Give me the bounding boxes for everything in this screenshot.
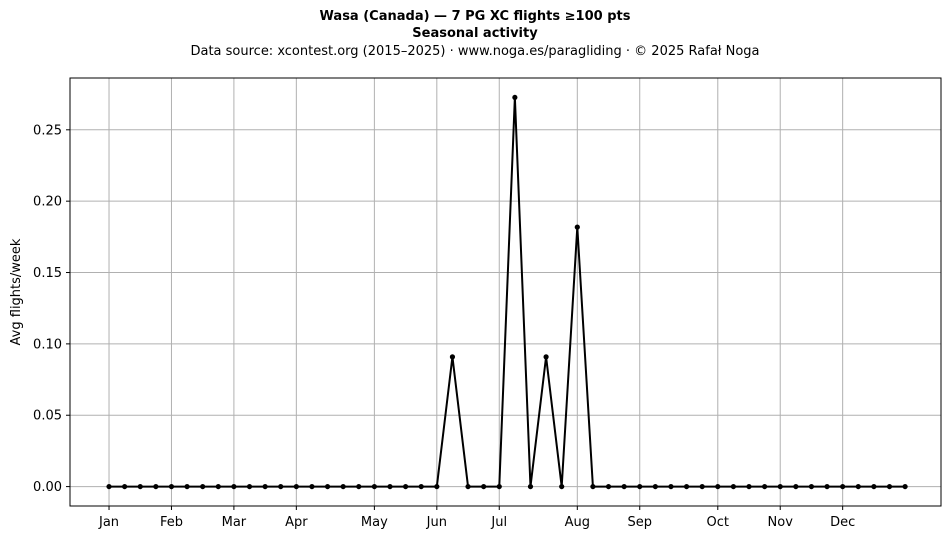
chart-subtitle: Seasonal activity: [412, 26, 538, 41]
data-point: [855, 483, 861, 490]
data-point: [527, 483, 534, 490]
data-point: [559, 483, 565, 490]
data-point: [403, 483, 409, 490]
data-point: [106, 483, 112, 490]
x-tick-label: Mar: [222, 515, 247, 530]
data-point: [371, 483, 377, 490]
x-axis: Jan Feb Mar Apr May Jun Jul Aug Sep Oct Nov Dec: [98, 506, 855, 530]
data-point: [715, 483, 721, 490]
data-point: [668, 483, 674, 490]
data-point: [387, 483, 393, 490]
y-tick-label: 0.10: [33, 337, 62, 352]
series-line: [109, 97, 906, 488]
data-point: [543, 354, 549, 360]
y-tick-label: 0.05: [33, 409, 62, 424]
y-tick-label: 0.15: [33, 266, 62, 281]
x-tick-label: Dec: [830, 515, 855, 530]
data-point: [184, 483, 190, 490]
series-line-group: [106, 94, 908, 490]
x-tick-label: Jan: [98, 515, 119, 530]
y-axis-label: Avg flights/week: [9, 238, 24, 345]
x-tick-label: May: [361, 515, 388, 530]
data-point: [231, 483, 237, 490]
data-point: [871, 483, 877, 490]
data-point: [590, 483, 596, 490]
data-point: [246, 483, 253, 490]
y-tick-label: 0.00: [33, 480, 62, 495]
data-point: [683, 483, 690, 490]
data-point: [902, 483, 908, 490]
data-point: [122, 483, 128, 490]
data-point: [730, 483, 736, 490]
y-axis: 0.00 0.05 0.10 0.15 0.20 0.25: [33, 123, 70, 495]
data-point: [137, 483, 143, 490]
data-point: [808, 483, 815, 490]
data-point: [496, 483, 502, 490]
data-point: [434, 483, 440, 490]
chart-source-note: Data source: xcontest.org (2015–2025) · …: [190, 44, 760, 59]
data-point: [886, 483, 893, 490]
data-point: [418, 483, 424, 490]
data-point: [465, 483, 471, 490]
x-tick-label: Aug: [565, 515, 590, 530]
data-point: [605, 483, 612, 490]
data-point: [574, 224, 580, 230]
data-point: [699, 483, 705, 490]
x-tick-label: Feb: [160, 515, 183, 530]
y-tick-label: 0.25: [33, 123, 62, 138]
data-point: [293, 483, 299, 490]
x-tick-label: Jun: [426, 515, 447, 530]
data-point: [356, 483, 362, 490]
x-tick-label: Sep: [627, 515, 652, 530]
x-tick-label: Oct: [707, 515, 729, 530]
data-point: [324, 483, 331, 490]
data-point: [637, 483, 643, 490]
data-point: [762, 483, 768, 490]
data-point: [824, 483, 830, 490]
data-point: [840, 483, 846, 490]
data-point: [262, 483, 268, 490]
data-point: [777, 483, 783, 490]
plot-frame: [69, 77, 942, 507]
data-point: [309, 483, 315, 490]
data-point: [153, 483, 159, 490]
data-point: [215, 483, 221, 490]
x-tick-label: Nov: [768, 515, 794, 530]
data-point: [793, 483, 799, 490]
x-tick-label: Apr: [285, 515, 308, 530]
y-tick-label: 0.20: [33, 195, 62, 210]
data-point: [200, 483, 206, 490]
data-point: [652, 483, 658, 490]
data-point: [340, 483, 346, 490]
x-tick-label: Jul: [490, 515, 507, 530]
grid-lines: [70, 78, 941, 506]
data-point: [746, 483, 752, 490]
data-point: [621, 483, 627, 490]
chart-title: Wasa (Canada) — 7 PG XC flights ≥100 pts: [319, 9, 631, 24]
data-point: [481, 483, 487, 490]
data-point: [512, 94, 518, 101]
data-point: [278, 483, 284, 490]
data-point: [449, 354, 456, 360]
data-point: [168, 483, 175, 490]
